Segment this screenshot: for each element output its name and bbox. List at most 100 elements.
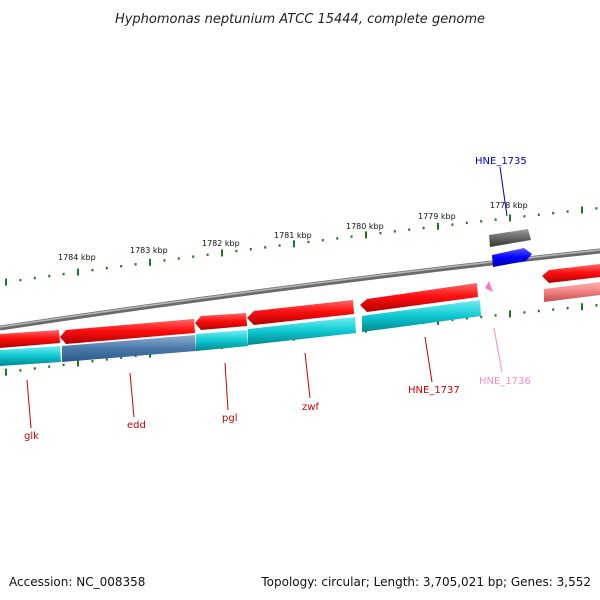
minor-tick — [552, 308, 555, 311]
gene-label-pgl[interactable]: pgl — [222, 413, 237, 424]
major-tick — [293, 240, 295, 248]
minor-tick — [595, 304, 598, 307]
minor-tick — [494, 218, 497, 221]
minor-tick — [523, 215, 526, 218]
gene-label-hne-1735[interactable]: HNE_1735 — [475, 156, 527, 167]
minor-tick — [278, 244, 281, 247]
leader-line-pgl — [224, 362, 229, 411]
gene-feature-zwf-cds[interactable] — [247, 300, 354, 325]
gene-feature-red-right-cds[interactable] — [542, 264, 600, 283]
gene-feature-zwf[interactable] — [248, 317, 356, 345]
minor-tick — [552, 211, 555, 215]
gene-feature-glk-cds[interactable] — [0, 330, 60, 348]
minor-tick — [177, 257, 180, 260]
genome-summary-text: Topology: circular; Length: 3,705,021 bp… — [260, 575, 591, 589]
gene-feature-glk[interactable] — [0, 346, 61, 366]
minor-tick — [19, 369, 22, 372]
major-tick — [221, 249, 223, 257]
tick-label: 1781 kbp — [274, 231, 312, 240]
minor-tick — [321, 238, 324, 242]
minor-tick — [480, 220, 483, 223]
minor-tick — [451, 223, 454, 226]
gene-feature-pgl-cds[interactable] — [195, 313, 247, 330]
gene-feature-pgl[interactable] — [196, 330, 248, 351]
gene-feature-hne-1735[interactable] — [492, 248, 532, 267]
major-tick — [581, 303, 583, 311]
minor-tick — [206, 253, 209, 256]
leader-line-edd — [129, 372, 135, 418]
leader-line-glk — [26, 379, 32, 429]
minor-tick — [494, 314, 497, 317]
minor-tick — [62, 363, 65, 367]
minor-tick — [566, 210, 569, 213]
major-tick — [5, 278, 7, 286]
major-tick — [509, 310, 511, 318]
minor-tick — [408, 228, 411, 231]
gene-label-glk[interactable]: glk — [24, 431, 39, 442]
tick-label: 1779 kbp — [418, 212, 456, 221]
minor-tick — [120, 356, 123, 359]
minor-tick — [62, 272, 65, 276]
tick-label-group: 1778 kbp 1779 kbp 1780 kbp 1781 kbp 1782… — [58, 201, 528, 262]
gene-feature-hne-1736-cds[interactable] — [485, 281, 493, 292]
minor-tick — [566, 306, 569, 310]
leader-line-hne-1737 — [424, 336, 433, 383]
map-title: Hyphomonas neptunium ATCC 15444, complet… — [115, 12, 485, 27]
major-tick — [509, 214, 511, 222]
minor-tick — [336, 237, 339, 240]
minor-tick — [523, 311, 526, 314]
minor-tick — [393, 230, 396, 233]
minor-tick — [465, 317, 468, 320]
gene-label-hne-1736[interactable]: HNE_1736 — [479, 376, 531, 387]
minor-tick — [33, 276, 36, 280]
major-tick — [149, 258, 151, 266]
reverse-feature-track — [0, 282, 600, 366]
major-tick — [77, 268, 79, 276]
minor-tick — [91, 360, 94, 363]
major-tick — [77, 359, 79, 367]
accession-text: Accession: NC_008358 — [9, 575, 145, 589]
minor-tick — [537, 213, 540, 216]
tick-label: 1784 kbp — [58, 253, 96, 262]
minor-tick — [105, 358, 108, 361]
gene-label-zwf[interactable]: zwf — [302, 402, 319, 413]
leader-line-hne-1736 — [493, 327, 503, 373]
minor-tick — [48, 365, 51, 368]
gene-feature-hne-1737-cds[interactable] — [360, 283, 478, 312]
major-tick — [581, 206, 583, 214]
minor-tick — [307, 240, 310, 244]
tick-label: 1780 kbp — [346, 222, 384, 231]
minor-tick — [422, 226, 425, 230]
gene-feature-edd-cds[interactable] — [60, 319, 195, 344]
outer-tick-ring — [5, 206, 598, 286]
forward-cds-track — [0, 264, 600, 348]
minor-tick — [48, 274, 51, 278]
minor-tick — [537, 309, 540, 313]
major-tick — [437, 222, 439, 230]
tick-label: 1783 kbp — [130, 246, 168, 255]
gene-feature-hne-1735-grey[interactable] — [489, 229, 531, 247]
minor-tick — [19, 278, 22, 282]
tick-label: 1782 kbp — [202, 239, 240, 248]
leader-line-hne-1735 — [499, 166, 508, 217]
minor-tick — [264, 246, 267, 249]
minor-tick — [249, 248, 252, 251]
minor-tick — [480, 315, 483, 319]
gene-feature-edd[interactable] — [62, 335, 196, 362]
major-tick — [5, 368, 7, 376]
tick-label: 1778 kbp — [490, 201, 528, 210]
major-tick — [365, 231, 367, 239]
minor-tick — [120, 265, 123, 268]
minor-tick — [350, 235, 353, 238]
leader-line-zwf — [304, 352, 311, 399]
minor-tick — [163, 259, 166, 262]
minor-tick — [465, 221, 468, 225]
gene-label-hne-1737[interactable]: HNE_1737 — [408, 385, 460, 396]
minor-tick — [105, 266, 108, 270]
gene-label-edd[interactable]: edd — [127, 420, 146, 431]
gene-feature-hne-1737[interactable] — [362, 300, 481, 332]
minor-tick — [134, 263, 137, 266]
minor-tick — [192, 255, 195, 258]
gene-feature-pink-right[interactable] — [544, 282, 600, 302]
